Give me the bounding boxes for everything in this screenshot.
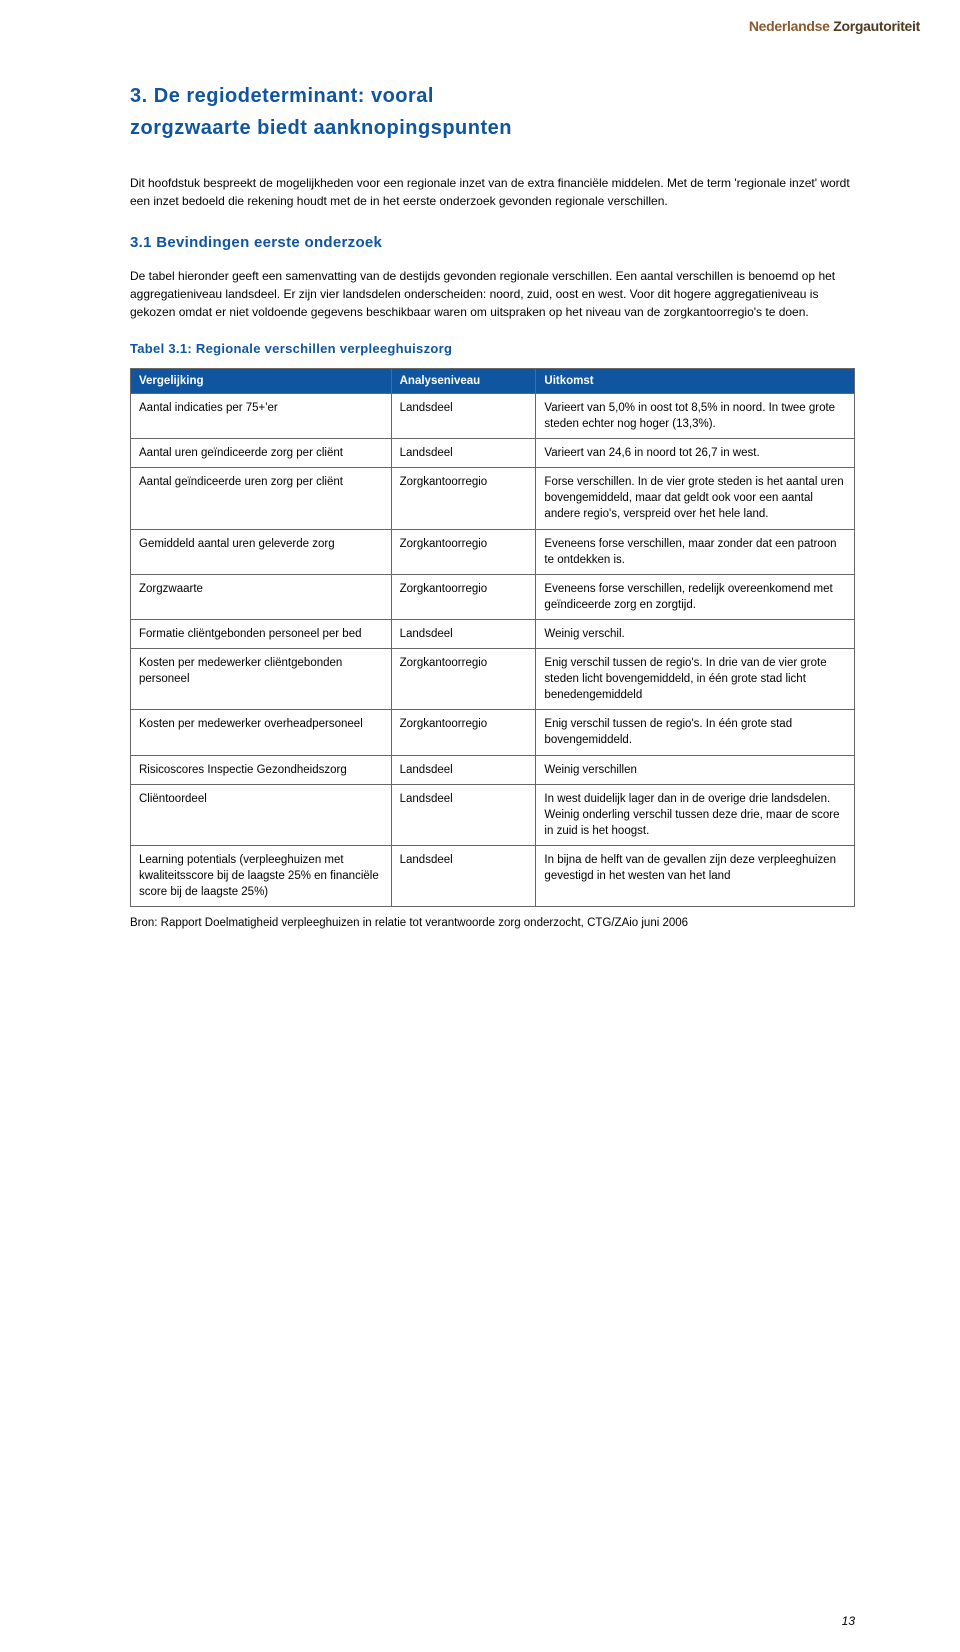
table-cell: Zorgkantoorregio <box>391 529 536 574</box>
table-row: Risicoscores Inspectie Gezondheidszorg L… <box>131 755 855 784</box>
table-cell: Formatie cliëntgebonden personeel per be… <box>131 619 392 648</box>
table-header-cell: Analyseniveau <box>391 369 536 394</box>
table-source: Bron: Rapport Doelmatigheid verpleeghuiz… <box>130 915 855 932</box>
table-cell: In west duidelijk lager dan in de overig… <box>536 784 855 845</box>
section-title-text: Bevindingen eerste onderzoek <box>156 234 382 251</box>
table-cell: Landsdeel <box>391 439 536 468</box>
table-header-cell: Vergelijking <box>131 369 392 394</box>
table-cell: Enig verschil tussen de regio's. In één … <box>536 710 855 755</box>
intro-paragraph: Dit hoofdstuk bespreekt de mogelijkheden… <box>130 174 855 210</box>
chapter-title-line2: zorgzwaarte biedt aanknopingspunten <box>130 117 512 139</box>
section-paragraph: De tabel hieronder geeft een samenvattin… <box>130 267 855 321</box>
table-cell: Gemiddeld aantal uren geleverde zorg <box>131 529 392 574</box>
table-cell: Landsdeel <box>391 845 536 906</box>
table-cell: Aantal geïndiceerde uren zorg per cliënt <box>131 468 392 529</box>
section-number: 3.1 <box>130 234 156 251</box>
table-cell: Enig verschil tussen de regio's. In drie… <box>536 649 855 710</box>
chapter-title-line1: De regiodeterminant: vooral <box>154 85 434 107</box>
chapter-title: 3. De regiodeterminant: vooral zorgzwaar… <box>130 80 855 144</box>
page-content: 3. De regiodeterminant: vooral zorgzwaar… <box>0 0 960 972</box>
table-cell: Zorgkantoorregio <box>391 649 536 710</box>
table-row: Formatie cliëntgebonden personeel per be… <box>131 619 855 648</box>
org-name-part2: Zorgautoriteit <box>833 18 920 34</box>
table-row: Cliëntoordeel Landsdeel In west duidelij… <box>131 784 855 845</box>
table-cell: In bijna de helft van de gevallen zijn d… <box>536 845 855 906</box>
table-cell: Eveneens forse verschillen, maar zonder … <box>536 529 855 574</box>
table-cell: Learning potentials (verpleeghuizen met … <box>131 845 392 906</box>
table-row: Aantal uren geïndiceerde zorg per cliënt… <box>131 439 855 468</box>
table-row: Aantal geïndiceerde uren zorg per cliënt… <box>131 468 855 529</box>
table-cell: Varieert van 5,0% in oost tot 8,5% in no… <box>536 394 855 439</box>
section-title: 3.1 Bevindingen eerste onderzoek <box>130 234 855 251</box>
page-number: 13 <box>842 1614 855 1628</box>
org-name-part1: Nederlandse <box>749 18 833 34</box>
table-cell: Varieert van 24,6 in noord tot 26,7 in w… <box>536 439 855 468</box>
table-cell: Landsdeel <box>391 619 536 648</box>
table-cell: Aantal uren geïndiceerde zorg per cliënt <box>131 439 392 468</box>
table-cell: Zorgkantoorregio <box>391 574 536 619</box>
table-row: Kosten per medewerker cliëntgebonden per… <box>131 649 855 710</box>
table-body: Aantal indicaties per 75+'er Landsdeel V… <box>131 394 855 907</box>
table-cell: Weinig verschil. <box>536 619 855 648</box>
table-cell: Zorgzwaarte <box>131 574 392 619</box>
table-row: Zorgzwaarte Zorgkantoorregio Eveneens fo… <box>131 574 855 619</box>
table-cell: Landsdeel <box>391 784 536 845</box>
chapter-number: 3. <box>130 85 154 107</box>
table-row: Aantal indicaties per 75+'er Landsdeel V… <box>131 394 855 439</box>
table-row: Gemiddeld aantal uren geleverde zorg Zor… <box>131 529 855 574</box>
table-cell: Zorgkantoorregio <box>391 468 536 529</box>
table-caption: Tabel 3.1: Regionale verschillen verplee… <box>130 341 855 356</box>
table-cell: Zorgkantoorregio <box>391 710 536 755</box>
table-cell: Landsdeel <box>391 394 536 439</box>
table-row: Learning potentials (verpleeghuizen met … <box>131 845 855 906</box>
table-row: Kosten per medewerker overheadpersoneel … <box>131 710 855 755</box>
table-cell: Weinig verschillen <box>536 755 855 784</box>
table-cell: Cliëntoordeel <box>131 784 392 845</box>
org-header: Nederlandse Zorgautoriteit <box>749 18 920 34</box>
comparison-table: Vergelijking Analyseniveau Uitkomst Aant… <box>130 368 855 907</box>
table-cell: Aantal indicaties per 75+'er <box>131 394 392 439</box>
table-cell: Risicoscores Inspectie Gezondheidszorg <box>131 755 392 784</box>
table-cell: Kosten per medewerker overheadpersoneel <box>131 710 392 755</box>
table-header-cell: Uitkomst <box>536 369 855 394</box>
table-cell: Kosten per medewerker cliëntgebonden per… <box>131 649 392 710</box>
table-header-row: Vergelijking Analyseniveau Uitkomst <box>131 369 855 394</box>
table-cell: Forse verschillen. In de vier grote sted… <box>536 468 855 529</box>
table-cell: Landsdeel <box>391 755 536 784</box>
table-cell: Eveneens forse verschillen, redelijk ove… <box>536 574 855 619</box>
